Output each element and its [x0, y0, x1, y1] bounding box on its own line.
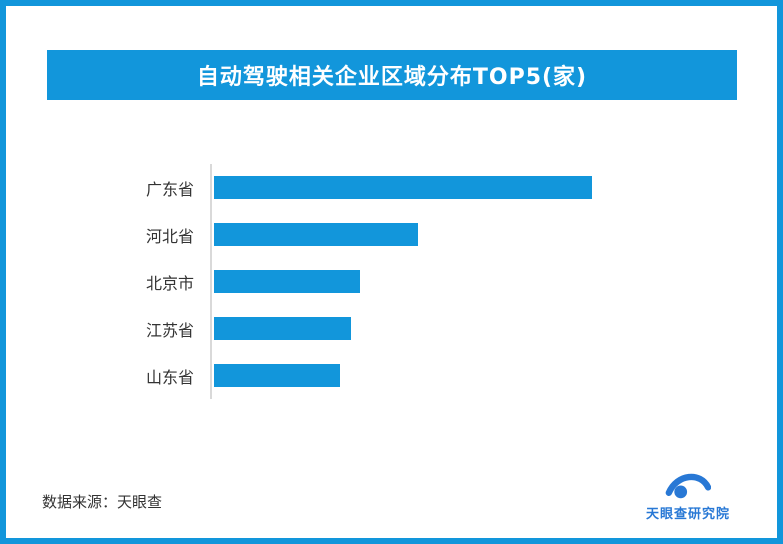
bar	[214, 176, 592, 199]
bar-row: 广东省	[42, 164, 742, 211]
tianyancha-eye-icon	[665, 473, 711, 499]
bar-chart-rows: 广东省河北省北京市江苏省山东省	[42, 164, 742, 399]
bar-row: 江苏省	[42, 305, 742, 352]
bar-row: 山东省	[42, 352, 742, 399]
bar	[214, 223, 418, 246]
bar-label: 北京市	[145, 273, 194, 293]
bar-track	[210, 258, 742, 305]
bar-label: 广东省	[145, 179, 194, 199]
bar-chart: 广东省河北省北京市江苏省山东省	[42, 164, 742, 399]
bar-label: 山东省	[145, 367, 194, 387]
bar-row: 北京市	[42, 258, 742, 305]
bar-track	[210, 352, 742, 399]
data-source-text: 数据来源：天眼查	[42, 493, 163, 511]
brand-name: 天眼查研究院	[645, 507, 730, 522]
bar	[214, 317, 351, 340]
bar-track	[210, 211, 742, 258]
bar	[214, 364, 340, 387]
brand-logo: 天眼查研究院	[633, 470, 743, 522]
bar-track	[210, 305, 742, 352]
bar-row: 河北省	[42, 211, 742, 258]
bar-track	[210, 164, 742, 211]
bar-label: 河北省	[145, 226, 194, 246]
bar	[214, 270, 360, 293]
chart-title-banner: 自动驾驶相关企业区域分布TOP5(家)	[47, 50, 737, 100]
chart-title: 自动驾驶相关企业区域分布TOP5(家)	[196, 65, 588, 90]
bar-label: 江苏省	[145, 320, 194, 340]
